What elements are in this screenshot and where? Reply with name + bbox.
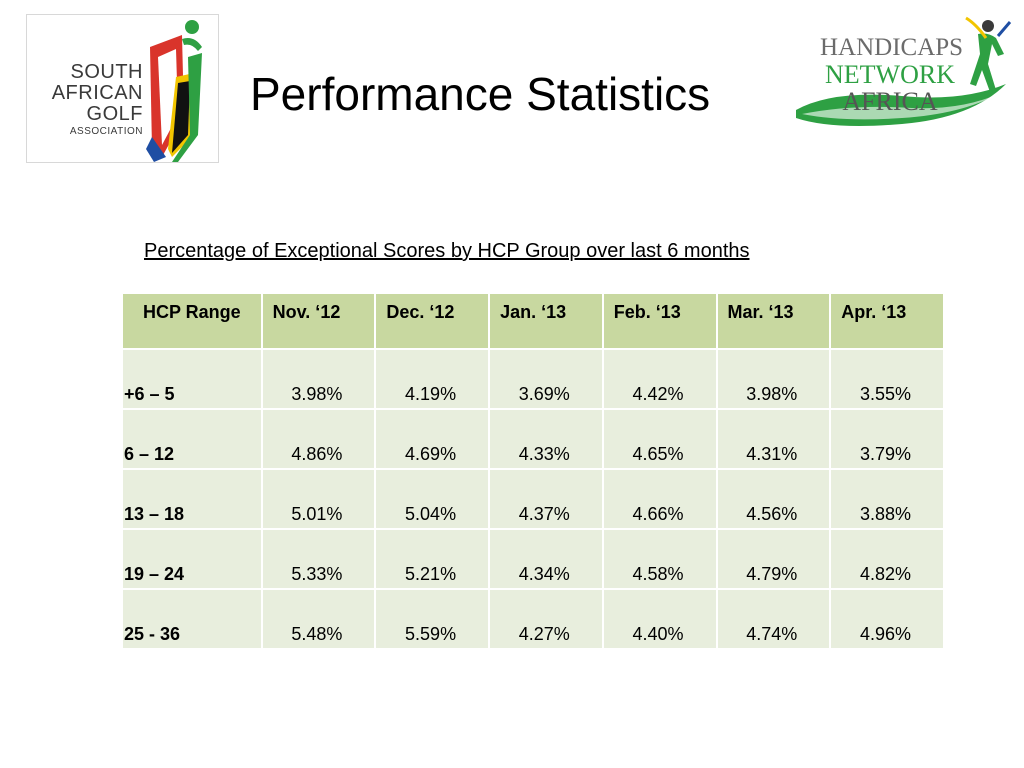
table-row: +6 – 5 3.98% 4.19% 3.69% 4.42% 3.98% 3.5… (123, 350, 943, 408)
value-cell: 5.48% (262, 590, 375, 648)
value-cell: 4.40% (603, 590, 716, 648)
value-cell: 3.55% (831, 350, 943, 408)
value-cell: 4.74% (717, 590, 830, 648)
value-cell: 4.34% (490, 530, 602, 588)
value-cell: 3.79% (831, 410, 943, 468)
value-cell: 4.56% (717, 470, 830, 528)
value-cell: 5.59% (376, 590, 489, 648)
column-header-mar-13: Mar. ‘13 (717, 294, 830, 348)
hcp-range-cell: 6 – 12 (123, 410, 261, 468)
value-cell: 4.42% (603, 350, 716, 408)
value-cell: 3.98% (262, 350, 375, 408)
saga-flag-golfer-icon (146, 20, 202, 162)
saga-logo-text: SOUTH AFRICAN GOLF ASSOCIATION (51, 61, 143, 138)
column-header-jan-13: Jan. ‘13 (490, 294, 602, 348)
value-cell: 3.88% (831, 470, 943, 528)
table-row: 25 - 36 5.48% 5.59% 4.27% 4.40% 4.74% 4.… (123, 590, 943, 648)
table-row: 19 – 24 5.33% 5.21% 4.34% 4.58% 4.79% 4.… (123, 530, 943, 588)
column-header-dec-12: Dec. ‘12 (376, 294, 489, 348)
table-row: 6 – 12 4.86% 4.69% 4.33% 4.65% 4.31% 3.7… (123, 410, 943, 468)
value-cell: 3.98% (717, 350, 830, 408)
table-header-row: HCP Range Nov. ‘12 Dec. ‘12 Jan. ‘13 Feb… (123, 294, 943, 348)
hcp-range-cell: +6 – 5 (123, 350, 261, 408)
value-cell: 4.19% (376, 350, 489, 408)
saga-logo: SOUTH AFRICAN GOLF ASSOCIATION (26, 14, 219, 163)
value-cell: 5.01% (262, 470, 375, 528)
value-cell: 5.33% (262, 530, 375, 588)
hcp-range-cell: 25 - 36 (123, 590, 261, 648)
value-cell: 4.58% (603, 530, 716, 588)
value-cell: 4.79% (717, 530, 830, 588)
value-cell: 4.69% (376, 410, 489, 468)
hna-logo: HANDICAPS NETWORK AFRICA (792, 14, 1016, 132)
value-cell: 4.33% (490, 410, 602, 468)
value-cell: 4.96% (831, 590, 943, 648)
value-cell: 3.69% (490, 350, 602, 408)
value-cell: 4.31% (717, 410, 830, 468)
column-header-apr-13: Apr. ‘13 (831, 294, 943, 348)
value-cell: 5.04% (376, 470, 489, 528)
value-cell: 4.27% (490, 590, 602, 648)
hna-logo-text: HANDICAPS NETWORK AFRICA (820, 34, 964, 116)
page-title: Performance Statistics (250, 68, 711, 120)
column-header-feb-13: Feb. ‘13 (603, 294, 716, 348)
column-header-hcp-range: HCP Range (123, 294, 261, 348)
value-cell: 4.66% (603, 470, 716, 528)
value-cell: 4.65% (603, 410, 716, 468)
value-cell: 4.37% (490, 470, 602, 528)
hcp-range-cell: 13 – 18 (123, 470, 261, 528)
value-cell: 4.82% (831, 530, 943, 588)
column-header-nov-12: Nov. ‘12 (262, 294, 375, 348)
table-row: 13 – 18 5.01% 5.04% 4.37% 4.66% 4.56% 3.… (123, 470, 943, 528)
table-caption: Percentage of Exceptional Scores by HCP … (144, 240, 750, 262)
hna-swoosh-golfer-icon (796, 16, 1012, 126)
hcp-range-cell: 19 – 24 (123, 530, 261, 588)
value-cell: 5.21% (376, 530, 489, 588)
statistics-table: HCP Range Nov. ‘12 Dec. ‘12 Jan. ‘13 Feb… (121, 292, 945, 650)
value-cell: 4.86% (262, 410, 375, 468)
